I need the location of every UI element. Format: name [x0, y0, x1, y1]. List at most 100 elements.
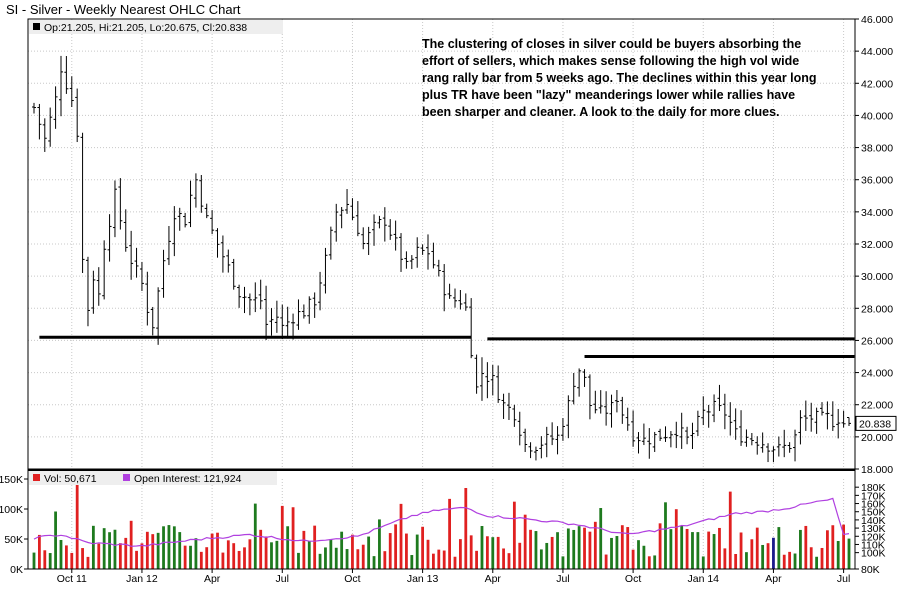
volume-bar	[701, 556, 705, 569]
open-interest-path	[33, 497, 850, 547]
x-tick-label: Jan 13	[407, 573, 439, 585]
chart-title: SI - Silver - Weekly Nearest OHLC Chart	[6, 2, 241, 17]
volume-bar	[842, 524, 846, 569]
oi-legend-swatch	[123, 474, 130, 481]
volume-bar	[723, 548, 727, 569]
x-tick-label: Oct	[344, 573, 360, 585]
volume-bar	[97, 543, 101, 569]
volume-bar	[664, 502, 667, 569]
volume-bar	[86, 556, 90, 569]
oi-tick-label: 100K	[861, 548, 886, 560]
volume-bar	[707, 531, 711, 569]
volume-bar	[318, 553, 322, 569]
price-tick-label: 20.000	[861, 432, 893, 444]
support-lines	[39, 335, 855, 358]
volume-bar	[145, 531, 149, 569]
grid-lines	[28, 18, 855, 569]
volume-bar	[485, 536, 489, 569]
volume-bar	[367, 536, 371, 569]
volume-bar	[583, 527, 586, 569]
axes	[24, 18, 859, 573]
x-tick-label: Apr	[485, 573, 502, 585]
price-legend-swatch	[33, 23, 40, 30]
oi-tick-label: 170K	[861, 490, 886, 502]
volume-bar	[140, 543, 144, 569]
volume-bar	[102, 528, 106, 569]
price-tick-label: 44.000	[861, 46, 893, 58]
volume-bar	[836, 541, 840, 569]
volume-bar	[199, 551, 203, 569]
volume-bar	[183, 545, 187, 569]
price-tick-label: 34.000	[861, 207, 893, 219]
oi-tick-label: 140K	[861, 515, 886, 527]
price-legend-text: Op:21.205, Hi:21.205, Lo:20.675, Cl:20.8…	[44, 22, 247, 34]
volume-bar	[685, 528, 689, 569]
price-tick-label: 28.000	[861, 303, 893, 315]
volume-bar	[647, 556, 651, 569]
volume-bar	[610, 537, 613, 569]
oi-tick-label: 80K	[861, 564, 880, 576]
price-tick-label: 26.000	[861, 335, 893, 347]
oi-tick-label: 180K	[861, 482, 886, 494]
volume-bar	[577, 526, 581, 569]
volume-bar	[464, 488, 468, 569]
volume-bar	[75, 480, 79, 569]
volume-bar	[399, 503, 403, 569]
volume-bar	[383, 551, 387, 569]
volume-bar	[453, 556, 457, 569]
volume-bar	[809, 547, 813, 569]
volume-bar	[529, 529, 532, 569]
volume-bar	[669, 529, 673, 569]
volume-bar	[788, 551, 792, 569]
volume-bar	[691, 532, 694, 569]
volume-tick-label: 0K	[10, 564, 23, 576]
volume-bar	[755, 527, 759, 569]
volume-bar	[291, 507, 295, 569]
volume-tick-label: 100K	[0, 504, 23, 516]
x-tick-label: Jan 14	[688, 573, 720, 585]
volume-bar	[194, 538, 198, 569]
volume-bar	[739, 532, 743, 569]
oi-tick-label: 130K	[861, 523, 886, 535]
volume-legend-bg	[29, 471, 277, 485]
volume-bar	[32, 552, 36, 569]
axis-labels: 18.000 20.000 22.000 24.000 26.000 28.000 30.0…	[0, 14, 897, 585]
volume-bar	[205, 547, 209, 569]
volume-bar	[728, 491, 732, 569]
volume-bar	[512, 501, 516, 569]
volume-bar	[426, 539, 430, 569]
volume-bar	[270, 542, 273, 569]
volume-bar	[502, 548, 505, 569]
x-tick-label: Oct	[625, 573, 641, 585]
price-tick-label: 22.000	[861, 400, 893, 412]
volume-bar	[37, 534, 41, 569]
oi-legend-text: Open Interest: 121,924	[134, 473, 242, 485]
volume-bar	[556, 532, 559, 569]
volume-tick-label: 150K	[0, 474, 23, 486]
volume-bar	[313, 525, 317, 569]
volume-bar	[448, 498, 451, 569]
volume-bar	[248, 539, 252, 569]
price-bars	[32, 55, 851, 463]
x-tick-label: Apr	[204, 573, 221, 585]
annotation-text: The clustering of closes in silver could…	[422, 37, 817, 119]
volume-bar	[172, 526, 176, 569]
volume-bar	[815, 556, 819, 569]
volume-bar	[135, 550, 138, 569]
open-interest-line	[33, 497, 850, 547]
volume-bar	[561, 556, 565, 569]
volume-bar	[820, 547, 824, 569]
volume-bar	[264, 536, 268, 569]
volume-bar	[572, 529, 576, 569]
volume-bar	[523, 514, 527, 569]
volume-bar	[361, 544, 365, 569]
volume-bar	[415, 534, 419, 569]
price-tick-label: 32.000	[861, 239, 893, 251]
volume-bar	[394, 524, 398, 569]
volume-bar	[162, 526, 165, 569]
volume-bar	[405, 533, 408, 569]
price-tick-label: 18.000	[861, 464, 893, 476]
volume-bar	[259, 529, 263, 569]
volume-bar	[91, 525, 95, 569]
